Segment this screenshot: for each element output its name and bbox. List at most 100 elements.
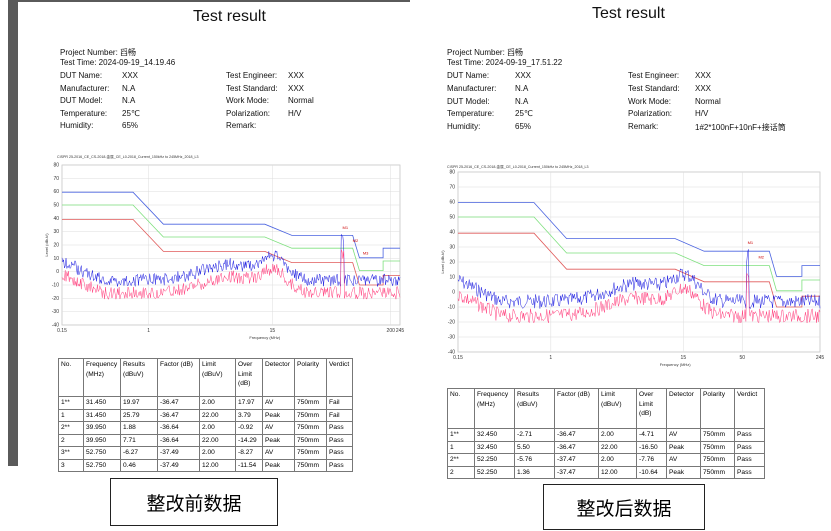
y-tick-label: -10 xyxy=(448,305,455,311)
table-cell: -36.64 xyxy=(157,421,200,435)
plot-header: CISPR 25-2016_CE_CS-2018-金属_CE_L0-2018_C… xyxy=(447,164,588,169)
table-cell: 32.450 xyxy=(474,440,515,455)
table-cell: 2.00 xyxy=(199,446,236,460)
table-cell: 52.250 xyxy=(474,465,515,480)
y-tick-label: 10 xyxy=(53,256,59,262)
info-label: DUT Model: xyxy=(447,96,490,106)
y-tick-label: 30 xyxy=(449,245,455,251)
table-cell: 750mm xyxy=(294,458,327,473)
table-cell: 750mm xyxy=(700,428,735,442)
table-cell: -8.27 xyxy=(235,446,263,460)
table-cell: -6.27 xyxy=(120,446,158,460)
table-cell: 750mm xyxy=(294,396,327,410)
doc-title: Test result xyxy=(592,5,665,22)
table-cell: 5.50 xyxy=(514,440,555,455)
table-cell: 22.00 xyxy=(199,408,236,423)
table-cell: 750mm xyxy=(700,453,735,467)
info-label: Polarization: xyxy=(226,108,271,118)
table-cell: Limit (dBuV) xyxy=(598,388,637,429)
table-cell: Pass xyxy=(734,428,765,442)
table-row: 2 39.950 7.71 -36.64 22.00 -14.29 Peak 750mm Pas… xyxy=(58,433,353,448)
info-label: Remark: xyxy=(628,122,659,132)
y-tick-label: 0 xyxy=(56,269,59,275)
table-cell: -16.50 xyxy=(636,440,667,455)
table-cell: Pass xyxy=(326,446,353,460)
table-cell: Peak xyxy=(262,433,295,448)
marker-label: M1 xyxy=(343,225,349,230)
y-tick-label: -20 xyxy=(52,296,59,302)
y-tick-label: 20 xyxy=(53,243,59,249)
trace xyxy=(61,249,401,300)
info-label: Manufacturer: xyxy=(60,83,110,93)
limit-line xyxy=(458,232,820,308)
y-tick-label: -40 xyxy=(52,323,59,329)
x-tick-label: 245 xyxy=(396,328,405,334)
table-cell: Pass xyxy=(734,465,765,480)
x-tick-label: 15 xyxy=(681,355,687,361)
info-label: Temperature: xyxy=(60,108,108,118)
table-cell: 3** xyxy=(58,446,84,460)
limit-line xyxy=(62,191,400,259)
marker-label: M2 xyxy=(353,238,359,243)
table-cell: -37.47 xyxy=(554,453,599,467)
info-label: DUT Model: xyxy=(60,96,103,106)
table-cell: Polarity xyxy=(294,358,327,397)
y-tick-label: 50 xyxy=(449,215,455,221)
table-cell: 39.950 xyxy=(83,433,121,448)
table-cell: Factor (dB) xyxy=(157,358,200,397)
table-cell: Results (dBuV) xyxy=(120,358,158,397)
y-tick-label: 20 xyxy=(449,260,455,266)
table-cell: AV xyxy=(262,446,295,460)
table-cell: -4.71 xyxy=(636,428,667,442)
header-row: No. Frequency (MHz) Results (dBuV) Factor (… xyxy=(58,358,353,397)
info-value: XXX xyxy=(695,83,712,93)
project-number: Project Number: 舀畅 xyxy=(447,48,524,57)
table-cell: Frequency (MHz) xyxy=(474,388,515,429)
y-tick-label: -10 xyxy=(52,283,59,289)
table-row: 2** 52.250 -5.76 -37.47 2.00 -7.76 AV 750mm Pass xyxy=(447,453,765,467)
table-cell: -5.76 xyxy=(514,453,555,467)
table-cell: 2.00 xyxy=(598,453,637,467)
info-label: DUT Name: xyxy=(60,71,103,80)
y-axis-label: Level (dBuV) xyxy=(440,250,445,274)
table-cell: 19.97 xyxy=(120,396,158,410)
info-value: Normal xyxy=(288,96,314,106)
table-cell: 2** xyxy=(447,453,475,467)
x-tick-label: 0.15 xyxy=(453,355,463,361)
info-value: N.A xyxy=(515,96,529,106)
info-label: Test Engineer: xyxy=(628,71,680,80)
table-cell: 750mm xyxy=(294,446,327,460)
y-tick-label: -30 xyxy=(448,335,455,341)
y-tick-label: -30 xyxy=(52,309,59,315)
x-tick-label: 1 xyxy=(549,355,552,361)
table-cell: AV xyxy=(666,428,701,442)
info-label: Remark: xyxy=(226,121,257,131)
x-tick-label: 50 xyxy=(739,355,745,361)
table-cell: Verdict xyxy=(326,358,353,397)
x-axis-label: Frequency (MHz) xyxy=(660,362,692,367)
table-cell: 12.00 xyxy=(199,458,236,473)
y-tick-label: 60 xyxy=(449,200,455,206)
table-cell: 3.79 xyxy=(235,408,263,423)
table-cell: Detector xyxy=(666,388,701,429)
doc-title: Test result xyxy=(193,8,266,25)
table-cell: 750mm xyxy=(294,421,327,435)
x-tick-label: 200 xyxy=(387,328,396,334)
table-cell: Peak xyxy=(262,408,295,423)
table-row: 1** 32.450 -2.71 -36.47 2.00 -4.71 AV 750mm Pass xyxy=(447,428,765,442)
table-cell: 750mm xyxy=(294,433,327,448)
table-cell: -37.49 xyxy=(157,458,200,473)
table-cell: AV xyxy=(262,421,295,435)
table-cell: -36.47 xyxy=(554,440,599,455)
table-cell: -36.47 xyxy=(157,408,200,423)
table-cell: 31.450 xyxy=(83,396,121,410)
limit-line xyxy=(62,218,400,286)
info-value: XXX xyxy=(515,71,532,80)
table-row: 1 31.450 25.79 -36.47 22.00 3.79 Peak 750mm Fail xyxy=(58,408,353,423)
table-cell: 31.450 xyxy=(83,408,121,423)
result-table: No. Frequency (MHz) Results (dBuV) Factor (… xyxy=(447,388,765,480)
table-cell: -37.49 xyxy=(157,446,200,460)
table-cell: Results (dBuV) xyxy=(514,388,555,429)
table-row: 2** 39.950 1.88 -36.64 2.00 -0.92 AV 750mm Pass xyxy=(58,421,353,435)
marker-label: M1 xyxy=(748,240,754,245)
